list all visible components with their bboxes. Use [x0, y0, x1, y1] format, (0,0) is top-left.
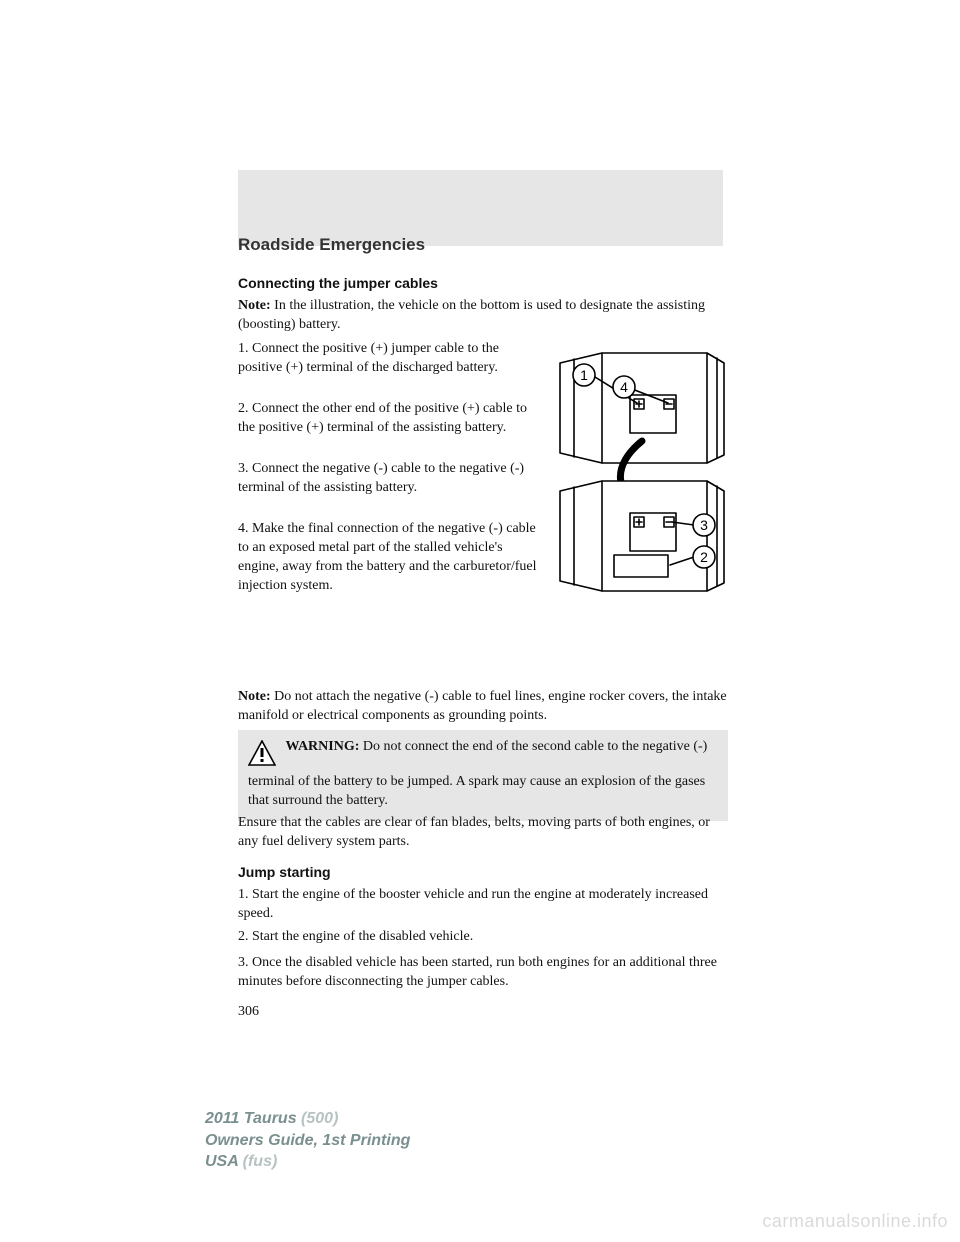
footer-usa: USA — [205, 1153, 238, 1170]
connecting-note: Note: In the illustration, the vehicle o… — [238, 297, 728, 335]
warning-label: WARNING: — [286, 739, 360, 754]
callout-1-label: 1 — [580, 367, 588, 383]
jumper-cable-diagram: 1 4 3 2 — [552, 345, 728, 605]
callout-4-label: 4 — [620, 379, 628, 395]
note2-text: Do not attach the negative (-) cable to … — [238, 689, 727, 723]
connecting-step-2: 2. Connect the other end of the positive… — [238, 400, 538, 438]
jump-starting-heading: Jump starting — [238, 864, 728, 880]
connecting-step-4: 4. Make the final connection of the nega… — [238, 520, 538, 596]
ensure-text: Ensure that the cables are clear of fan … — [238, 814, 728, 852]
callout-2-label: 2 — [700, 549, 708, 565]
jump-step-1: 1. Start the engine of the booster vehic… — [238, 886, 728, 924]
footer: 2011 Taurus (500) Owners Guide, 1st Prin… — [205, 1108, 410, 1173]
jump-step-3: 3. Once the disabled vehicle has been st… — [238, 954, 728, 992]
footer-model: 2011 Taurus — [205, 1110, 297, 1127]
note-label: Note: — [238, 298, 271, 313]
footer-fus: (fus) — [238, 1153, 277, 1170]
page: Roadside Emergencies Connecting the jump… — [0, 0, 960, 1242]
jump-step-2: 2. Start the engine of the disabled vehi… — [238, 928, 728, 947]
callout-3-label: 3 — [700, 517, 708, 533]
section-title: Roadside Emergencies — [238, 235, 425, 255]
connecting-note2: Note: Do not attach the negative (-) cab… — [238, 688, 728, 726]
footer-guide: Owners Guide, 1st Printing — [205, 1130, 410, 1152]
page-number: 306 — [238, 1003, 259, 1022]
note2-label: Note: — [238, 689, 271, 704]
connecting-step-3: 3. Connect the negative (-) cable to the… — [238, 460, 538, 498]
note-text: In the illustration, the vehicle on the … — [238, 298, 705, 332]
watermark: carmanualsonline.info — [762, 1211, 948, 1232]
warning-icon — [248, 740, 276, 773]
connecting-heading: Connecting the jumper cables — [238, 275, 728, 291]
warning-box: WARNING: Do not connect the end of the s… — [238, 730, 728, 821]
footer-code: (500) — [297, 1110, 339, 1127]
connecting-step-1: 1. Connect the positive (+) jumper cable… — [238, 340, 538, 378]
